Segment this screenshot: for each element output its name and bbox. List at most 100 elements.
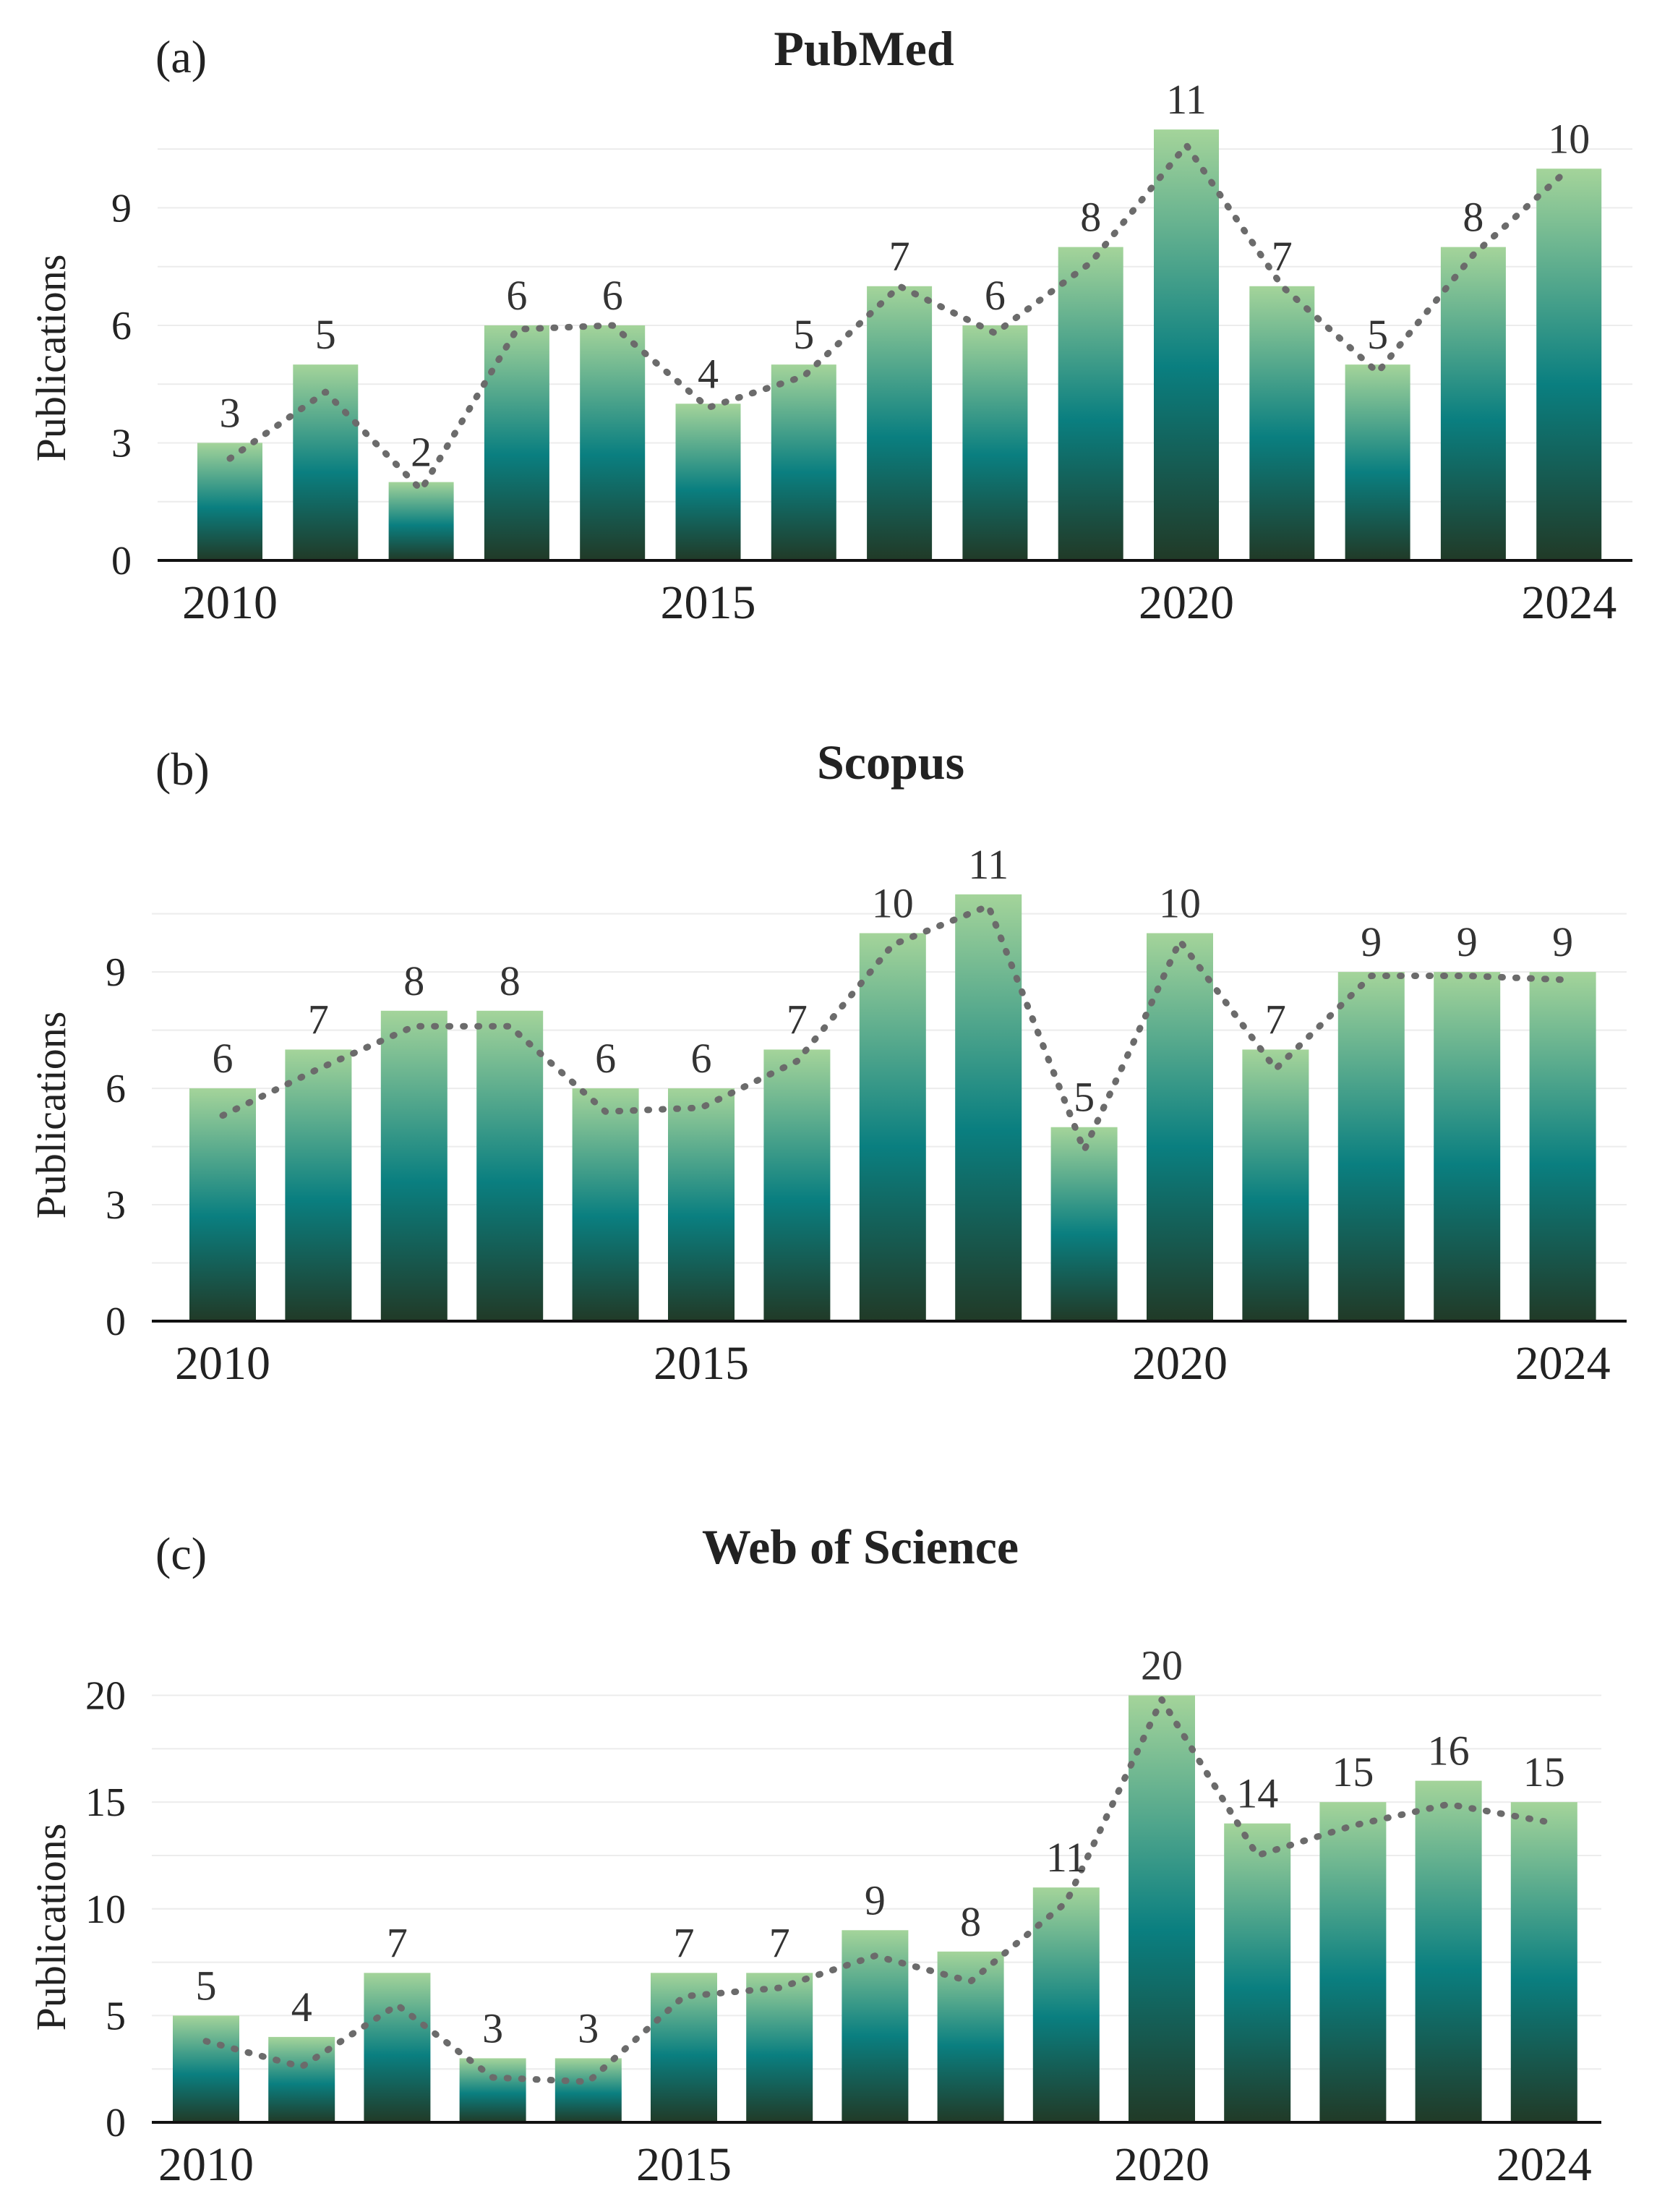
bar — [1440, 247, 1506, 560]
bar — [1147, 933, 1213, 1321]
y-tick-label: 9 — [106, 950, 126, 995]
data-label: 6 — [691, 1035, 712, 1082]
y-axis-label: Publications — [27, 1824, 74, 2031]
data-label: 14 — [1236, 1770, 1278, 1817]
axes: 0 5 10 15 20 2010 2015 2020 2024 — [85, 1674, 1601, 2191]
axes: 0 3 6 9 2010 2015 2020 2024 — [111, 186, 1632, 629]
data-label: 16 — [1428, 1728, 1470, 1775]
bar — [1050, 1127, 1118, 1321]
bar — [955, 894, 1022, 1321]
y-tick-label: 9 — [111, 186, 132, 231]
bar — [293, 364, 359, 560]
bar — [1249, 286, 1315, 560]
data-label: 7 — [674, 1919, 695, 1966]
bar — [173, 2015, 239, 2122]
chart-title: Scopus — [817, 735, 964, 790]
bar — [1434, 972, 1501, 1321]
bar — [380, 1010, 448, 1321]
bar — [763, 1049, 831, 1321]
data-label: 5 — [1367, 311, 1388, 358]
bar — [1224, 1823, 1291, 2122]
data-label: 8 — [1463, 194, 1483, 241]
x-tick-label: 2024 — [1515, 1337, 1611, 1390]
data-label: 15 — [1332, 1748, 1374, 1795]
x-tick-label: 2010 — [158, 2138, 254, 2191]
y-tick-label: 10 — [85, 1887, 126, 1932]
data-label: 6 — [595, 1035, 616, 1082]
data-label: 9 — [865, 1876, 886, 1923]
data-label: 6 — [213, 1035, 234, 1082]
bar — [937, 1951, 1004, 2122]
bar — [1129, 1695, 1195, 2122]
data-label: 20 — [1141, 1642, 1183, 1689]
data-label: 9 — [1457, 918, 1478, 965]
data-label: 5 — [315, 311, 336, 358]
bar — [364, 1973, 431, 2122]
panel-scopus: (b) Scopus Publications 6 7 8 8 6 6 7 10 11 5 10 7 9… — [27, 735, 1627, 1390]
bar — [580, 325, 646, 560]
data-label: 7 — [387, 1919, 408, 1966]
data-label: 6 — [602, 272, 623, 319]
panel-web-of-science: (c) Web of Science Publications 5 4 7 3 3 7 7 9… — [27, 1519, 1601, 2191]
trend-line — [219, 902, 1567, 1154]
x-tick-label: 2010 — [182, 576, 278, 629]
y-tick-label: 0 — [111, 539, 132, 584]
bar — [1536, 168, 1602, 560]
data-label: 7 — [308, 996, 329, 1043]
trend-line — [226, 142, 1572, 493]
bar — [285, 1049, 352, 1321]
data-label: 3 — [482, 2004, 503, 2051]
data-label: 7 — [769, 1919, 790, 1966]
panel-label: (c) — [155, 1528, 207, 1579]
bar — [555, 2058, 622, 2122]
y-tick-label: 15 — [85, 1780, 126, 1825]
bar — [1032, 1887, 1100, 2122]
bar — [962, 325, 1028, 560]
x-tick-label: 2020 — [1132, 1337, 1228, 1390]
data-label: 2 — [411, 429, 432, 476]
bars — [197, 129, 1602, 560]
bar — [1345, 364, 1410, 560]
bar — [1415, 1780, 1482, 2122]
bar — [651, 1973, 717, 2122]
x-tick-label: 2015 — [654, 1337, 749, 1390]
bar — [668, 1088, 735, 1321]
bar — [1510, 1802, 1577, 2122]
data-label: 6 — [506, 272, 527, 319]
data-label: 5 — [793, 311, 814, 358]
y-tick-label: 3 — [106, 1183, 126, 1228]
value-labels: 3 5 2 6 6 4 5 7 6 8 11 7 5 8 10 — [220, 76, 1590, 476]
y-tick-label: 20 — [85, 1674, 126, 1719]
data-label: 7 — [1272, 233, 1293, 280]
data-label: 9 — [1361, 918, 1382, 965]
data-label: 8 — [500, 957, 521, 1004]
y-tick-label: 6 — [106, 1067, 126, 1111]
bar — [771, 364, 836, 560]
bar — [1058, 247, 1123, 560]
bar — [459, 2058, 526, 2122]
data-label: 10 — [1159, 879, 1201, 926]
data-label: 7 — [889, 233, 910, 280]
y-tick-label: 5 — [106, 1994, 126, 2038]
data-label: 8 — [960, 1898, 981, 1945]
bar — [484, 325, 549, 560]
y-axis-label: Publications — [27, 1012, 74, 1219]
x-tick-label: 2020 — [1114, 2138, 1209, 2191]
data-label: 11 — [1046, 1834, 1087, 1881]
y-tick-label: 6 — [111, 304, 132, 349]
x-tick-label: 2024 — [1521, 576, 1617, 629]
data-label: 11 — [968, 841, 1009, 888]
chart-title: Web of Science — [702, 1519, 1019, 1574]
bar — [572, 1088, 639, 1321]
chart-title: PubMed — [774, 21, 954, 76]
x-tick-label: 2020 — [1139, 576, 1234, 629]
trend-line — [202, 1696, 1548, 2085]
bar — [197, 443, 262, 560]
bar — [1319, 1802, 1387, 2122]
data-label: 5 — [196, 1962, 217, 2009]
data-label: 8 — [403, 957, 424, 1004]
y-axis-label: Publications — [27, 255, 74, 462]
bar — [1242, 1049, 1309, 1321]
data-label: 11 — [1166, 76, 1207, 123]
